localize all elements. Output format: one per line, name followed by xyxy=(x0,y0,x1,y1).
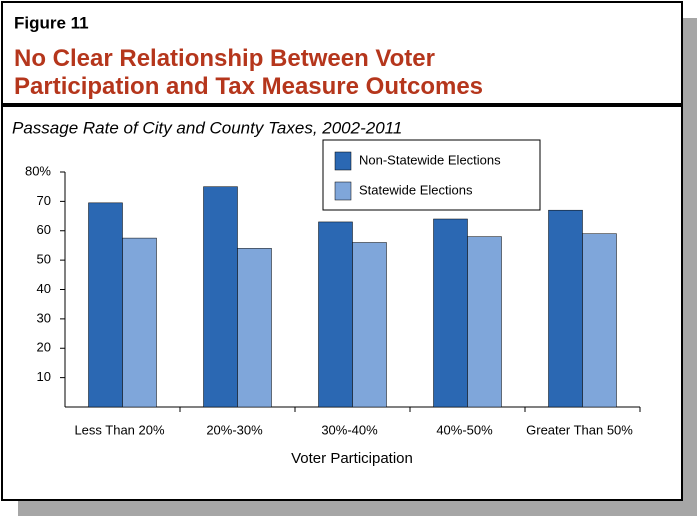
legend-swatch xyxy=(334,151,352,171)
legend-box xyxy=(322,139,541,211)
x-tick-label: 30%-40% xyxy=(321,422,378,437)
legend-label: Non-Statewide Elections xyxy=(359,152,501,167)
y-tick-label: 50 xyxy=(37,252,51,267)
bar xyxy=(237,248,272,408)
x-tick-label: Greater Than 50% xyxy=(526,422,633,437)
bar xyxy=(203,186,238,408)
y-tick-label: 30 xyxy=(37,310,51,325)
x-tick-label: Less Than 20% xyxy=(74,422,165,437)
bar xyxy=(352,242,387,408)
bar xyxy=(548,209,583,408)
y-tick-label: 10 xyxy=(37,369,51,384)
y-tick-label: 60 xyxy=(37,222,51,237)
x-tick-label: 20%-30% xyxy=(206,422,263,437)
bar xyxy=(122,237,157,408)
figure-label: Figure 11 xyxy=(14,13,89,32)
x-axis-title: Voter Participation xyxy=(291,450,413,467)
y-tick-label: 20 xyxy=(37,340,51,355)
legend-swatch xyxy=(334,181,352,201)
legend-label: Statewide Elections xyxy=(359,182,473,197)
bar xyxy=(582,233,617,408)
x-tick-label: 40%-50% xyxy=(436,422,493,437)
y-tick-label: 80% xyxy=(25,163,51,178)
bar xyxy=(467,236,502,408)
y-tick-label: 40 xyxy=(37,281,51,296)
bar xyxy=(433,218,468,408)
bar xyxy=(318,221,353,408)
chart-title: No Clear Relationship Between Voter Parti… xyxy=(14,45,483,100)
chart-subtitle: Passage Rate of City and County Taxes, 2… xyxy=(12,118,402,137)
y-tick-label: 70 xyxy=(37,193,51,208)
bar xyxy=(88,202,123,408)
